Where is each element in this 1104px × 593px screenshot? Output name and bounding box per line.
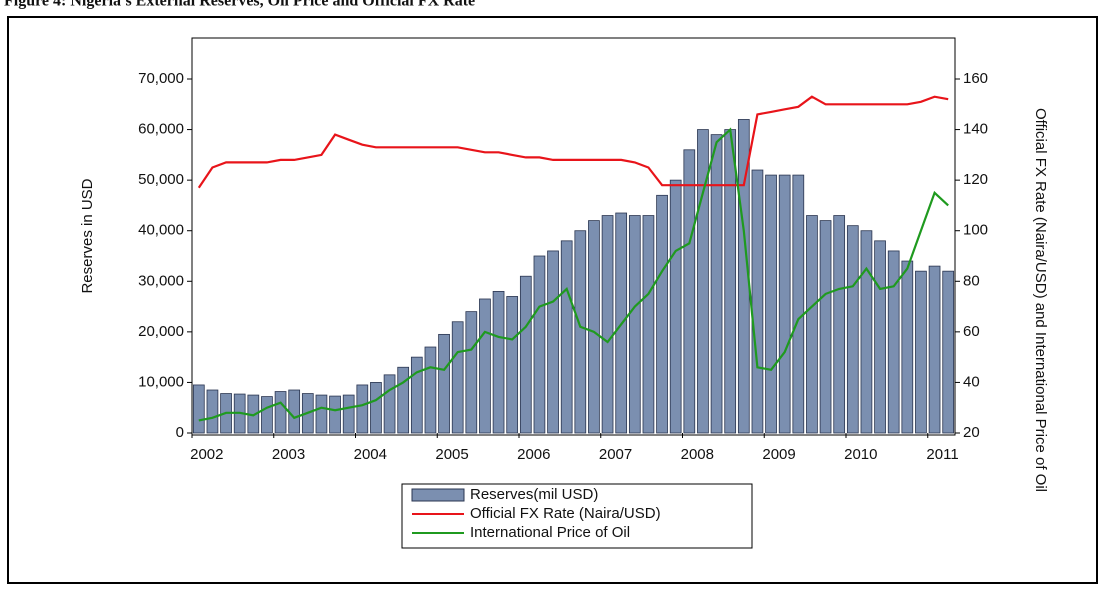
x-tick-label: 2011 — [926, 446, 958, 463]
bar — [806, 215, 818, 434]
bar — [383, 374, 396, 434]
bar — [697, 129, 709, 434]
bar — [206, 389, 219, 434]
y-tick-label: 40,000 — [138, 222, 184, 239]
bar — [901, 260, 914, 434]
y-tick-label: 50,000 — [138, 171, 184, 188]
bar — [492, 290, 505, 434]
y-axis-label: Reserves in USD — [79, 178, 96, 293]
bar — [410, 356, 423, 434]
bar — [765, 174, 777, 434]
bar — [942, 270, 955, 434]
y2-tick-label: 20 — [963, 424, 980, 441]
bar — [192, 384, 205, 434]
y2-tick-label: 140 — [963, 121, 988, 138]
bar — [288, 389, 301, 434]
y-tick-label: 10,000 — [138, 373, 184, 390]
x-tick-label: 2005 — [435, 446, 468, 463]
y2-tick-label: 40 — [963, 373, 980, 390]
bar — [683, 149, 696, 434]
bar — [424, 346, 437, 434]
legend-label: International Price of Oil — [470, 524, 630, 541]
bar — [274, 391, 287, 434]
bar — [519, 275, 532, 434]
bar — [724, 129, 737, 434]
y-tick-label: 60,000 — [138, 121, 184, 138]
bar — [574, 230, 587, 434]
bar — [819, 220, 832, 434]
bar — [533, 255, 546, 434]
line — [197, 95, 949, 189]
bar — [342, 394, 355, 434]
y2-tick-label: 60 — [963, 323, 980, 340]
bar — [588, 220, 600, 434]
x-tick-label: 2008 — [681, 446, 714, 463]
bar — [356, 384, 369, 434]
x-tick-label: 2007 — [599, 446, 632, 463]
bar — [751, 169, 764, 434]
plot-area — [191, 37, 956, 436]
x-tick-label: 2009 — [762, 446, 795, 463]
bar — [833, 215, 846, 434]
bar — [860, 230, 873, 434]
legend-swatch — [411, 488, 465, 502]
y2-tick-label: 80 — [963, 272, 980, 289]
bar — [778, 174, 791, 434]
bar — [915, 270, 927, 434]
y2-tick-label: 160 — [963, 70, 988, 87]
bar — [506, 296, 519, 434]
bar — [710, 134, 723, 434]
bar — [438, 333, 450, 434]
x-tick-label: 2010 — [844, 446, 877, 463]
y-tick-label: 0 — [176, 424, 184, 441]
bar — [874, 240, 886, 434]
y2-axis-label: Official FX Rate (Naira/USD) and Interna… — [1032, 108, 1049, 492]
bar — [656, 194, 668, 434]
bar — [479, 298, 491, 434]
bar — [261, 396, 273, 434]
x-tick-label: 2006 — [517, 446, 550, 463]
bar — [601, 215, 614, 434]
y-tick-label: 70,000 — [138, 70, 184, 87]
legend-label: Reserves(mil USD) — [470, 486, 598, 503]
bar — [329, 395, 341, 434]
frame — [7, 16, 1098, 584]
bar — [669, 179, 682, 434]
bar — [642, 215, 655, 434]
x-tick-label: 2003 — [272, 446, 305, 463]
bar — [397, 366, 410, 434]
legend-label: Official FX Rate (Naira/USD) — [470, 505, 661, 522]
y2-tick-label: 120 — [963, 171, 988, 188]
bar — [628, 215, 641, 434]
bar — [792, 174, 805, 434]
y-tick-label: 30,000 — [138, 272, 184, 289]
chart-title: Figure 4: Nigeria's External Reserves, O… — [4, 0, 475, 10]
bar — [846, 225, 859, 434]
y-tick-label: 20,000 — [138, 323, 184, 340]
x-tick-label: 2004 — [354, 446, 387, 463]
bar — [370, 382, 382, 434]
bar — [887, 250, 900, 434]
bar — [547, 250, 559, 434]
bar — [315, 394, 328, 434]
bar — [928, 265, 941, 434]
bar — [560, 240, 573, 434]
line — [198, 127, 949, 422]
y2-tick-label: 100 — [963, 222, 988, 239]
x-tick-label: 2002 — [190, 446, 223, 463]
bar — [451, 321, 464, 434]
bar — [465, 311, 478, 434]
